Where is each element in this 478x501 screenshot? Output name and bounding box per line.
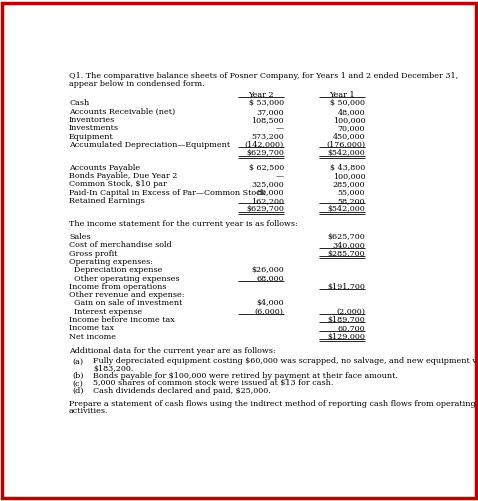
Text: Gross profit: Gross profit xyxy=(69,249,118,258)
Text: Equipment: Equipment xyxy=(69,133,114,141)
Text: Income from operations: Income from operations xyxy=(69,283,166,291)
Text: 80,000: 80,000 xyxy=(256,188,284,196)
Text: Retained Earnings: Retained Earnings xyxy=(69,197,145,205)
Text: 68,000: 68,000 xyxy=(256,275,284,283)
Text: Bonds payable for $100,000 were retired by payment at their face amount.: Bonds payable for $100,000 were retired … xyxy=(93,372,398,380)
Text: 5,000 shares of common stock were issued at $13 for cash.: 5,000 shares of common stock were issued… xyxy=(93,379,334,387)
Text: 285,000: 285,000 xyxy=(333,180,365,188)
Text: 60,700: 60,700 xyxy=(338,324,365,332)
Text: (6,000): (6,000) xyxy=(255,308,284,316)
Text: Operating expenses:: Operating expenses: xyxy=(69,258,153,266)
Text: (2,000): (2,000) xyxy=(337,308,365,316)
Text: Bonds Payable, Due Year 2: Bonds Payable, Due Year 2 xyxy=(69,172,177,180)
Text: 55,000: 55,000 xyxy=(338,188,365,196)
Text: Interest expense: Interest expense xyxy=(69,308,142,316)
Text: 573,200: 573,200 xyxy=(251,133,284,141)
Text: $625,700: $625,700 xyxy=(327,233,365,241)
Text: Year 2: Year 2 xyxy=(248,91,273,99)
Text: (c): (c) xyxy=(73,379,84,387)
Text: Accumulated Depreciation—Equipment: Accumulated Depreciation—Equipment xyxy=(69,141,230,149)
Text: Year 1: Year 1 xyxy=(329,91,355,99)
Text: Prepare a statement of cash flows using the indirect method of reporting cash fl: Prepare a statement of cash flows using … xyxy=(69,400,476,408)
Text: 58,200: 58,200 xyxy=(338,197,365,205)
Text: Investments: Investments xyxy=(69,124,119,132)
Text: The income statement for the current year is as follows:: The income statement for the current yea… xyxy=(69,219,298,227)
Text: Fully depreciated equipment costing $60,000 was scrapped, no salvage, and new eq: Fully depreciated equipment costing $60,… xyxy=(93,357,478,365)
Text: 100,000: 100,000 xyxy=(333,116,365,124)
Text: Cost of merchandise sold: Cost of merchandise sold xyxy=(69,241,172,249)
Text: $26,000: $26,000 xyxy=(251,266,284,274)
Text: Common Stock, $10 par: Common Stock, $10 par xyxy=(69,180,167,188)
Text: Sales: Sales xyxy=(69,233,91,241)
Text: Accounts Receivable (net): Accounts Receivable (net) xyxy=(69,108,175,116)
Text: $542,000: $542,000 xyxy=(327,205,365,213)
Text: $4,000: $4,000 xyxy=(256,300,284,308)
Text: 100,000: 100,000 xyxy=(333,172,365,180)
Text: 108,500: 108,500 xyxy=(251,116,284,124)
Text: —: — xyxy=(276,172,284,180)
Text: Gain on sale of investment: Gain on sale of investment xyxy=(69,300,183,308)
Text: appear below in condensed form.: appear below in condensed form. xyxy=(69,80,205,88)
Text: Income tax: Income tax xyxy=(69,324,114,332)
Text: $189,700: $189,700 xyxy=(327,316,365,324)
Text: $629,700: $629,700 xyxy=(246,205,284,213)
Text: Cash dividends declared and paid, $25,000.: Cash dividends declared and paid, $25,00… xyxy=(93,387,271,395)
Text: activities.: activities. xyxy=(69,407,109,415)
Text: $542,000: $542,000 xyxy=(327,149,365,157)
Text: 70,000: 70,000 xyxy=(338,124,365,132)
Text: $191,700: $191,700 xyxy=(327,283,365,291)
Text: $285,700: $285,700 xyxy=(328,249,365,258)
Text: $ 53,000: $ 53,000 xyxy=(249,99,284,107)
Text: 162,200: 162,200 xyxy=(251,197,284,205)
Text: Other operating expenses: Other operating expenses xyxy=(69,275,180,283)
Text: (b): (b) xyxy=(73,372,84,380)
Text: Accounts Payable: Accounts Payable xyxy=(69,164,140,172)
Text: Depreciation expense: Depreciation expense xyxy=(69,266,163,274)
Text: Cash: Cash xyxy=(69,99,89,107)
Text: 340,000: 340,000 xyxy=(333,241,365,249)
Text: 48,000: 48,000 xyxy=(338,108,365,116)
Text: —: — xyxy=(276,124,284,132)
Text: $ 62,500: $ 62,500 xyxy=(249,164,284,172)
Text: 37,000: 37,000 xyxy=(256,108,284,116)
Text: $129,000: $129,000 xyxy=(327,333,365,341)
Text: Income before income tax: Income before income tax xyxy=(69,316,175,324)
Text: Inventories: Inventories xyxy=(69,116,115,124)
Text: Additional data for the current year are as follows:: Additional data for the current year are… xyxy=(69,347,276,355)
Text: $629,700: $629,700 xyxy=(246,149,284,157)
Text: Net income: Net income xyxy=(69,333,116,341)
Text: 325,000: 325,000 xyxy=(251,180,284,188)
Text: Paid-In Capital in Excess of Par—Common Stock: Paid-In Capital in Excess of Par—Common … xyxy=(69,188,265,196)
Text: Other revenue and expense:: Other revenue and expense: xyxy=(69,291,185,299)
Text: (a): (a) xyxy=(73,357,84,365)
Text: $ 50,000: $ 50,000 xyxy=(330,99,365,107)
Text: $183,200.: $183,200. xyxy=(93,365,133,373)
Text: $ 43,800: $ 43,800 xyxy=(330,164,365,172)
Text: Q1. The comparative balance sheets of Posner Company, for Years 1 and 2 ended De: Q1. The comparative balance sheets of Po… xyxy=(69,73,458,81)
Text: 450,000: 450,000 xyxy=(333,133,365,141)
Text: (d): (d) xyxy=(73,387,84,395)
Text: (176,000): (176,000) xyxy=(326,141,365,149)
Text: (142,000): (142,000) xyxy=(245,141,284,149)
